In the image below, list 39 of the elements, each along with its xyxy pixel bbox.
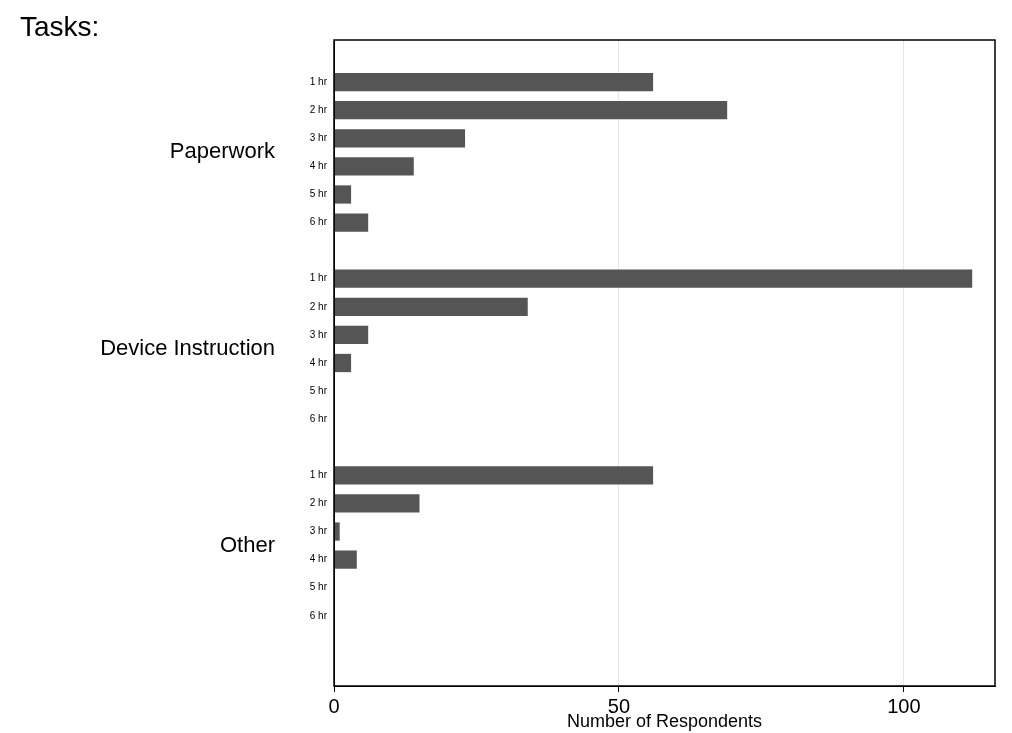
bar [334, 550, 357, 569]
y-tick-label: 2 hr [309, 497, 328, 509]
y-tick-label: 4 hr [309, 160, 328, 172]
y-tick-label: 2 hr [309, 103, 328, 115]
x-tick-label: 50 [607, 694, 631, 717]
bar [334, 325, 369, 345]
bar [334, 101, 728, 120]
y-tick-label: 3 hr [309, 525, 328, 537]
y-tick-label: 5 hr [309, 581, 328, 593]
bar [334, 353, 352, 373]
x-tick-label: 100 [887, 694, 921, 717]
text: Device Instruction [100, 335, 275, 361]
y-tick-label: 6 hr [309, 412, 328, 424]
y-tick-label: 1 hr [309, 75, 328, 87]
bar [334, 494, 420, 513]
y-tick-label: 2 hr [309, 300, 328, 312]
bar [334, 213, 369, 232]
bar [334, 73, 654, 92]
bar [334, 129, 466, 148]
bar [334, 269, 973, 288]
y-tick-label: 1 hr [309, 469, 328, 481]
bar [334, 157, 414, 176]
y-tick-label: 5 hr [309, 384, 328, 396]
y-tick-label: 6 hr [309, 609, 328, 621]
y-tick-label: 4 hr [309, 553, 328, 565]
text: Other [219, 531, 275, 557]
text: Paperwork [169, 138, 276, 164]
bar [334, 297, 528, 316]
x-tick-label: 0 [328, 694, 340, 717]
y-tick-label: 4 hr [309, 356, 328, 368]
bar [334, 185, 352, 204]
y-tick-label: 5 hr [309, 188, 328, 200]
text: Tasks: [20, 10, 100, 42]
y-tick-label: 3 hr [309, 328, 328, 340]
bar [334, 466, 654, 485]
y-tick-label: 6 hr [309, 216, 328, 228]
bar [334, 522, 340, 541]
y-tick-label: 1 hr [309, 272, 328, 284]
y-tick-label: 3 hr [309, 132, 328, 144]
